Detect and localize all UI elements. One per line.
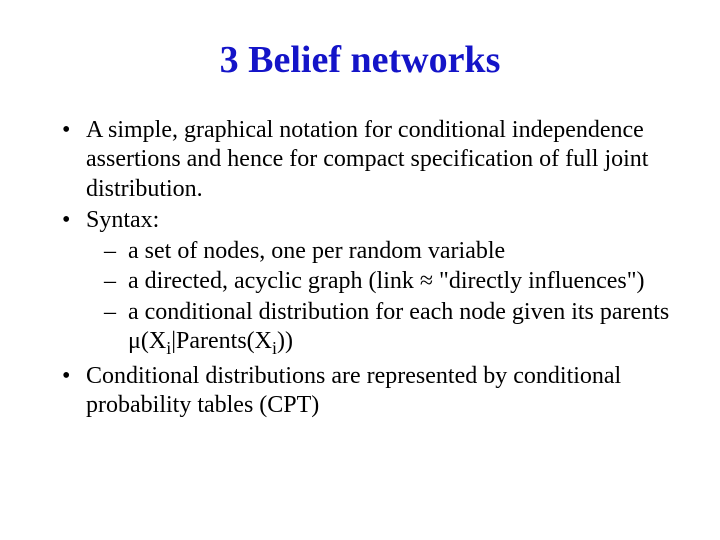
bullet-text: A simple, graphical notation for conditi…: [86, 117, 648, 202]
formula-text: (X: [141, 328, 166, 354]
formula-text: |Parents(X: [171, 328, 272, 354]
sub-bullet-text-pre: a conditional distribution for each node…: [128, 299, 669, 325]
sub-bullet-text-post: "directly influences"): [433, 268, 645, 294]
sub-bullet-text: a set of nodes, one per random variable: [128, 238, 505, 264]
sub-bullet-text-pre: a directed, acyclic graph (link: [128, 268, 420, 294]
sub-bullet-item: a directed, acyclic graph (link ≈ "direc…: [104, 267, 680, 296]
formula-text: )): [277, 328, 293, 354]
bullet-item: Conditional distributions are represente…: [62, 362, 680, 421]
bullet-item: Syntax: a set of nodes, one per random v…: [62, 206, 680, 360]
approx-symbol: ≈: [420, 268, 433, 294]
bullet-text: Conditional distributions are represente…: [86, 363, 621, 418]
bullet-item: A simple, graphical notation for conditi…: [62, 116, 680, 204]
sub-bullet-list: a set of nodes, one per random variable …: [86, 237, 680, 360]
sub-bullet-item: a set of nodes, one per random variable: [104, 237, 680, 266]
bullet-list: A simple, graphical notation for conditi…: [40, 116, 680, 420]
slide-title: 3 Belief networks: [40, 38, 680, 82]
mu-symbol: μ: [128, 328, 141, 354]
sub-bullet-item: a conditional distribution for each node…: [104, 298, 680, 360]
slide: 3 Belief networks A simple, graphical no…: [0, 0, 720, 540]
bullet-text: Syntax:: [86, 207, 159, 233]
